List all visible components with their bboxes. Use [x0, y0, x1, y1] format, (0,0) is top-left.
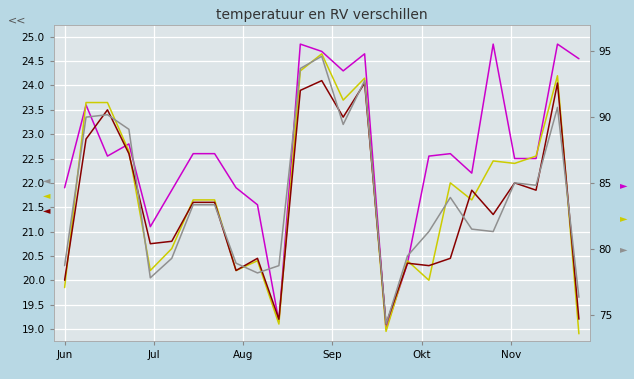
Text: ◄: ◄ — [43, 175, 51, 185]
Text: <<: << — [8, 15, 26, 25]
Text: ►: ► — [620, 213, 628, 224]
Text: ◄: ◄ — [43, 205, 51, 215]
Title: temperatuur en RV verschillen: temperatuur en RV verschillen — [216, 8, 427, 22]
Text: ►: ► — [620, 180, 628, 191]
Text: ◄: ◄ — [43, 190, 51, 200]
Text: ►: ► — [620, 244, 628, 254]
